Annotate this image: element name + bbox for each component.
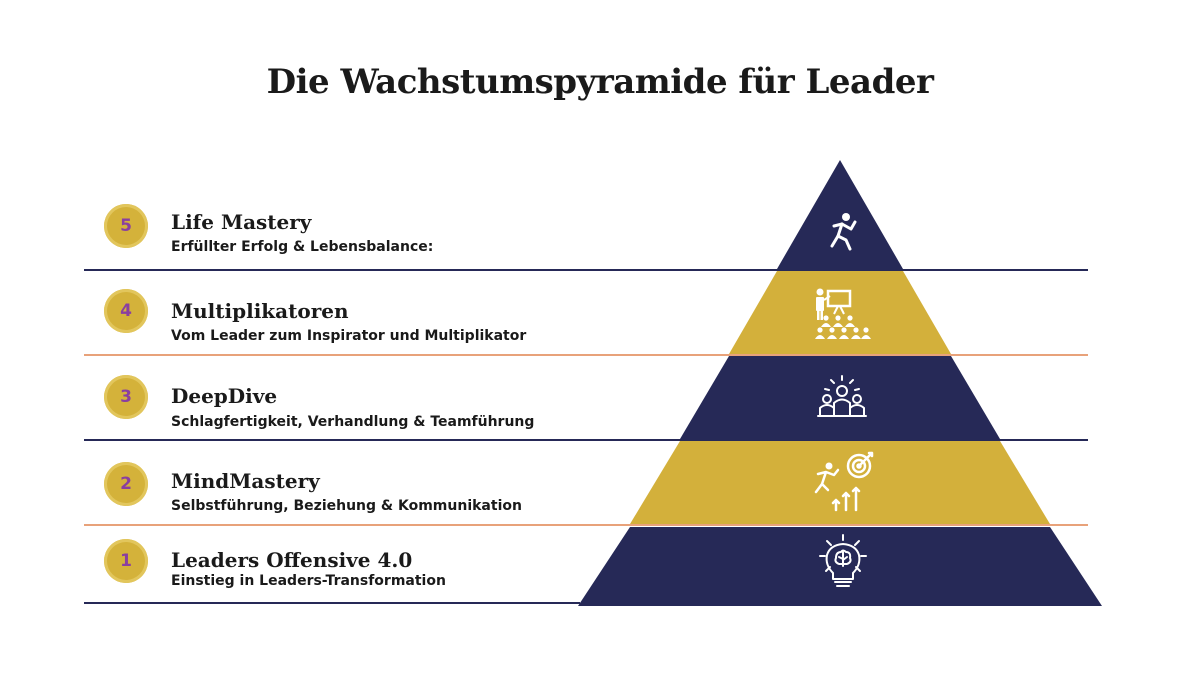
level-subtitle-2: Selbstführung, Beziehung & Kommunikation [171,498,522,514]
divider [84,269,1088,271]
presenter-audience-icon [815,288,871,339]
pyramid-tier-1 [578,527,1102,606]
page-title: Die Wachstumspyramide für Leader [266,62,934,102]
pyramid-tier-4 [729,271,951,354]
level-badge-1: 1 [104,539,148,583]
level-title-4: Multiplikatoren [171,299,349,323]
level-subtitle-3: Schlagfertigkeit, Verhandlung & Teamführ… [171,414,535,430]
target-achievement-icon [814,451,874,512]
pyramid-tier-3 [680,356,1000,439]
divider [84,354,1088,356]
level-title-1: Leaders Offensive 4.0 [171,548,413,572]
running-person-icon [830,213,857,251]
pyramid-tier-2 [630,441,1050,524]
divider [84,524,1088,526]
divider [84,602,580,604]
pyramid-tier-5 [777,160,903,269]
level-subtitle-5: Erfüllter Erfolg & Lebensbalance: [171,239,434,255]
level-title-3: DeepDive [171,384,278,408]
level-badge-2: 2 [104,462,148,506]
level-badge-4: 4 [104,289,148,333]
brain-lightbulb-icon [819,534,867,587]
level-title-2: MindMastery [171,469,320,493]
level-subtitle-1: Einstieg in Leaders-Transformation [171,573,446,589]
divider [84,439,1088,441]
level-title-5: Life Mastery [171,210,312,234]
level-badge-3: 3 [104,375,148,419]
level-badge-5: 5 [104,204,148,248]
team-idea-icon [817,375,867,417]
level-subtitle-4: Vom Leader zum Inspirator und Multiplika… [171,328,527,344]
